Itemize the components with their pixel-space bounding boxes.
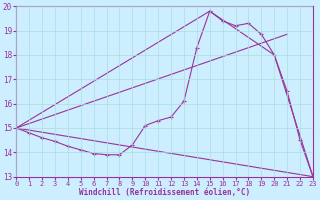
X-axis label: Windchill (Refroidissement éolien,°C): Windchill (Refroidissement éolien,°C)	[79, 188, 250, 197]
